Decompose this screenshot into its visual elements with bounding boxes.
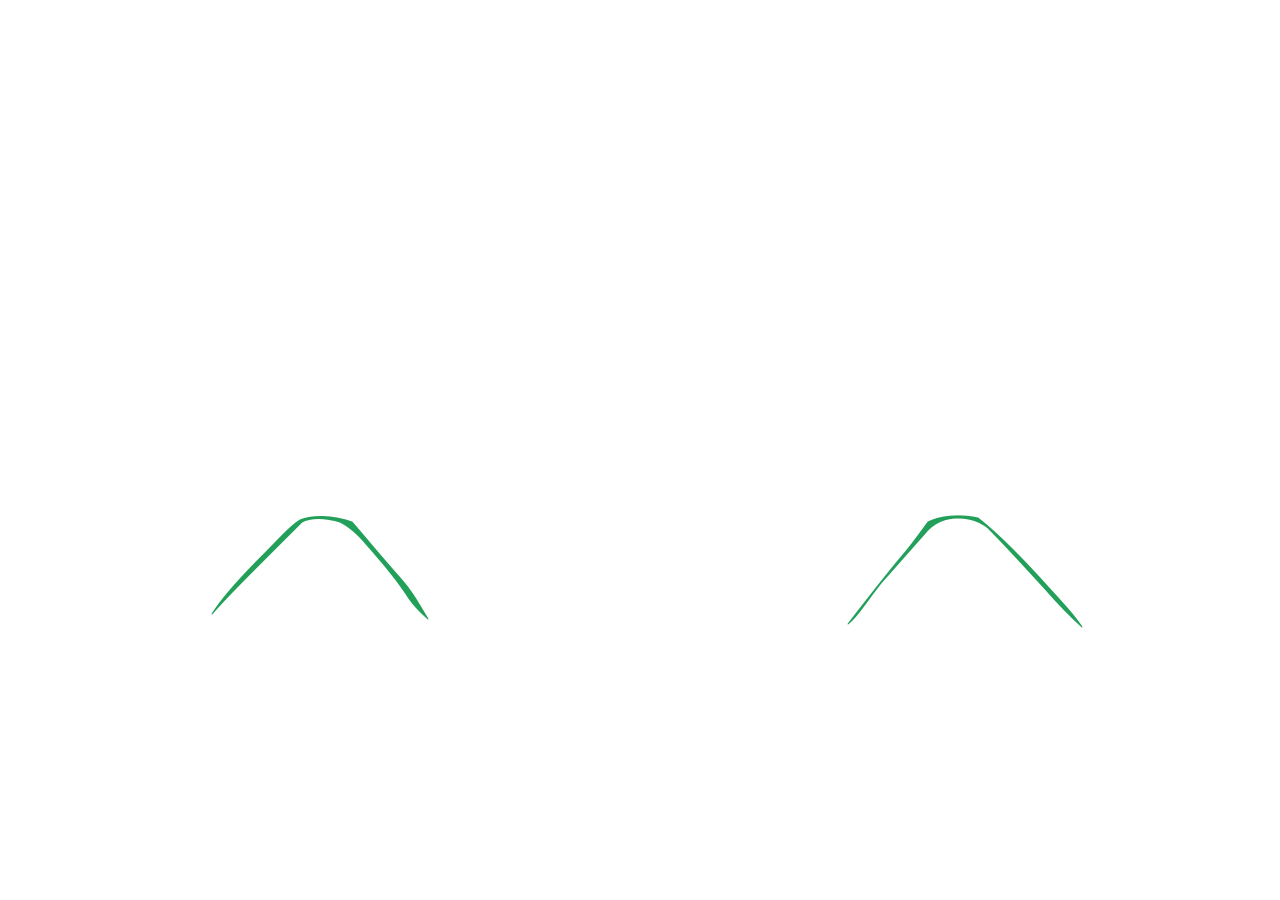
right-arch-stroke — [847, 515, 1083, 628]
left-arch-stroke — [211, 516, 429, 620]
